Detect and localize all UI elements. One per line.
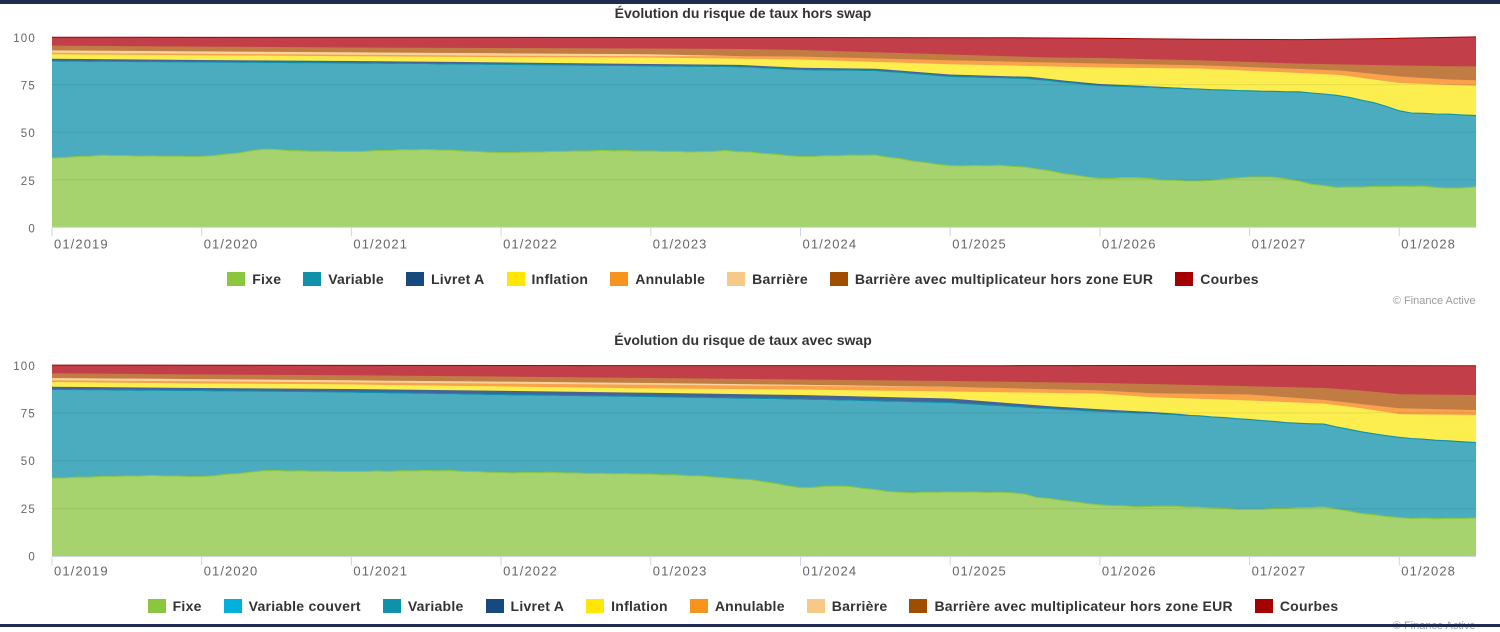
svg-text:0: 0	[28, 551, 36, 563]
svg-text:01/2023: 01/2023	[653, 564, 708, 579]
svg-text:01/2022: 01/2022	[503, 236, 558, 251]
svg-text:01/2019: 01/2019	[54, 236, 109, 251]
svg-text:01/2023: 01/2023	[653, 236, 708, 251]
svg-text:01/2028: 01/2028	[1401, 564, 1456, 579]
svg-text:01/2027: 01/2027	[1252, 564, 1307, 579]
svg-text:50: 50	[21, 128, 36, 140]
svg-text:25: 25	[21, 176, 36, 188]
svg-text:01/2027: 01/2027	[1252, 236, 1307, 251]
svg-text:01/2026: 01/2026	[1102, 236, 1157, 251]
svg-text:75: 75	[21, 81, 36, 93]
svg-text:01/2019: 01/2019	[54, 564, 109, 579]
svg-text:01/2025: 01/2025	[952, 564, 1007, 579]
svg-text:01/2026: 01/2026	[1102, 564, 1157, 579]
svg-text:01/2022: 01/2022	[503, 564, 558, 579]
svg-text:01/2025: 01/2025	[952, 236, 1007, 251]
svg-text:25: 25	[21, 504, 36, 516]
svg-text:01/2020: 01/2020	[204, 564, 259, 579]
svg-text:100: 100	[13, 33, 36, 45]
svg-text:50: 50	[21, 456, 36, 468]
svg-text:01/2024: 01/2024	[803, 564, 858, 579]
svg-text:0: 0	[28, 223, 36, 235]
svg-text:01/2021: 01/2021	[353, 236, 408, 251]
svg-text:75: 75	[21, 409, 36, 421]
svg-text:01/2028: 01/2028	[1401, 236, 1456, 251]
svg-text:01/2021: 01/2021	[353, 564, 408, 579]
svg-text:100: 100	[13, 361, 36, 373]
svg-text:01/2020: 01/2020	[204, 236, 259, 251]
svg-text:01/2024: 01/2024	[803, 236, 858, 251]
